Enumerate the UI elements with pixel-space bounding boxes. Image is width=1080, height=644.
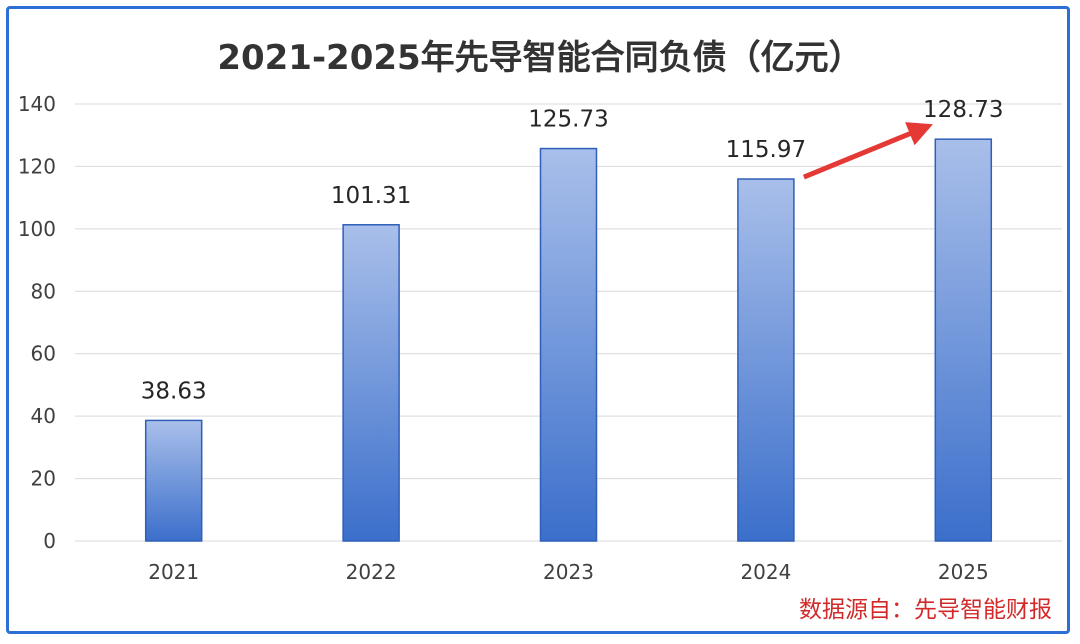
bars: [144, 138, 993, 542]
y-tick-label: 60: [31, 342, 56, 366]
data-labels: 38.63 101.31 125.73 115.97 128.73: [141, 97, 1004, 404]
data-label-2022: 101.31: [331, 183, 411, 209]
y-tick-label: 100: [18, 217, 56, 241]
chart-title: 2021-2025年先导智能合同负债（亿元）: [217, 38, 863, 78]
x-tick-label-2023: 2023: [543, 560, 594, 584]
y-tick-label: 120: [18, 154, 56, 178]
data-label-2025: 128.73: [923, 97, 1003, 123]
x-tick-label-2022: 2022: [346, 560, 397, 584]
bar-2022: [342, 224, 400, 542]
x-tick-label-2021: 2021: [148, 560, 199, 584]
x-tick-label-2024: 2024: [740, 560, 791, 584]
annotation-layer: [802, 122, 933, 180]
x-axis-ticks: 2021 2022 2023 2024 2025: [148, 560, 989, 584]
bar-2023: [539, 147, 598, 542]
y-axis-ticks: 0 20 40 60 80 100 120 140: [18, 92, 56, 553]
data-label-2023: 125.73: [528, 107, 608, 133]
source-note: 数据源自：先导智能财报: [799, 597, 1052, 623]
x-tick-label-2025: 2025: [938, 560, 989, 584]
data-label-2024: 115.97: [726, 137, 806, 163]
bar-2025: [934, 138, 993, 542]
y-tick-label: 20: [31, 467, 56, 491]
y-tick-label: 0: [43, 529, 56, 553]
data-label-2021: 38.63: [141, 378, 207, 404]
bar-2024: [737, 178, 795, 542]
y-tick-label: 40: [31, 404, 56, 428]
trend-arrow: [802, 122, 933, 180]
y-tick-label: 80: [31, 279, 56, 303]
y-tick-label: 140: [18, 92, 56, 116]
bar-2021: [144, 419, 203, 542]
